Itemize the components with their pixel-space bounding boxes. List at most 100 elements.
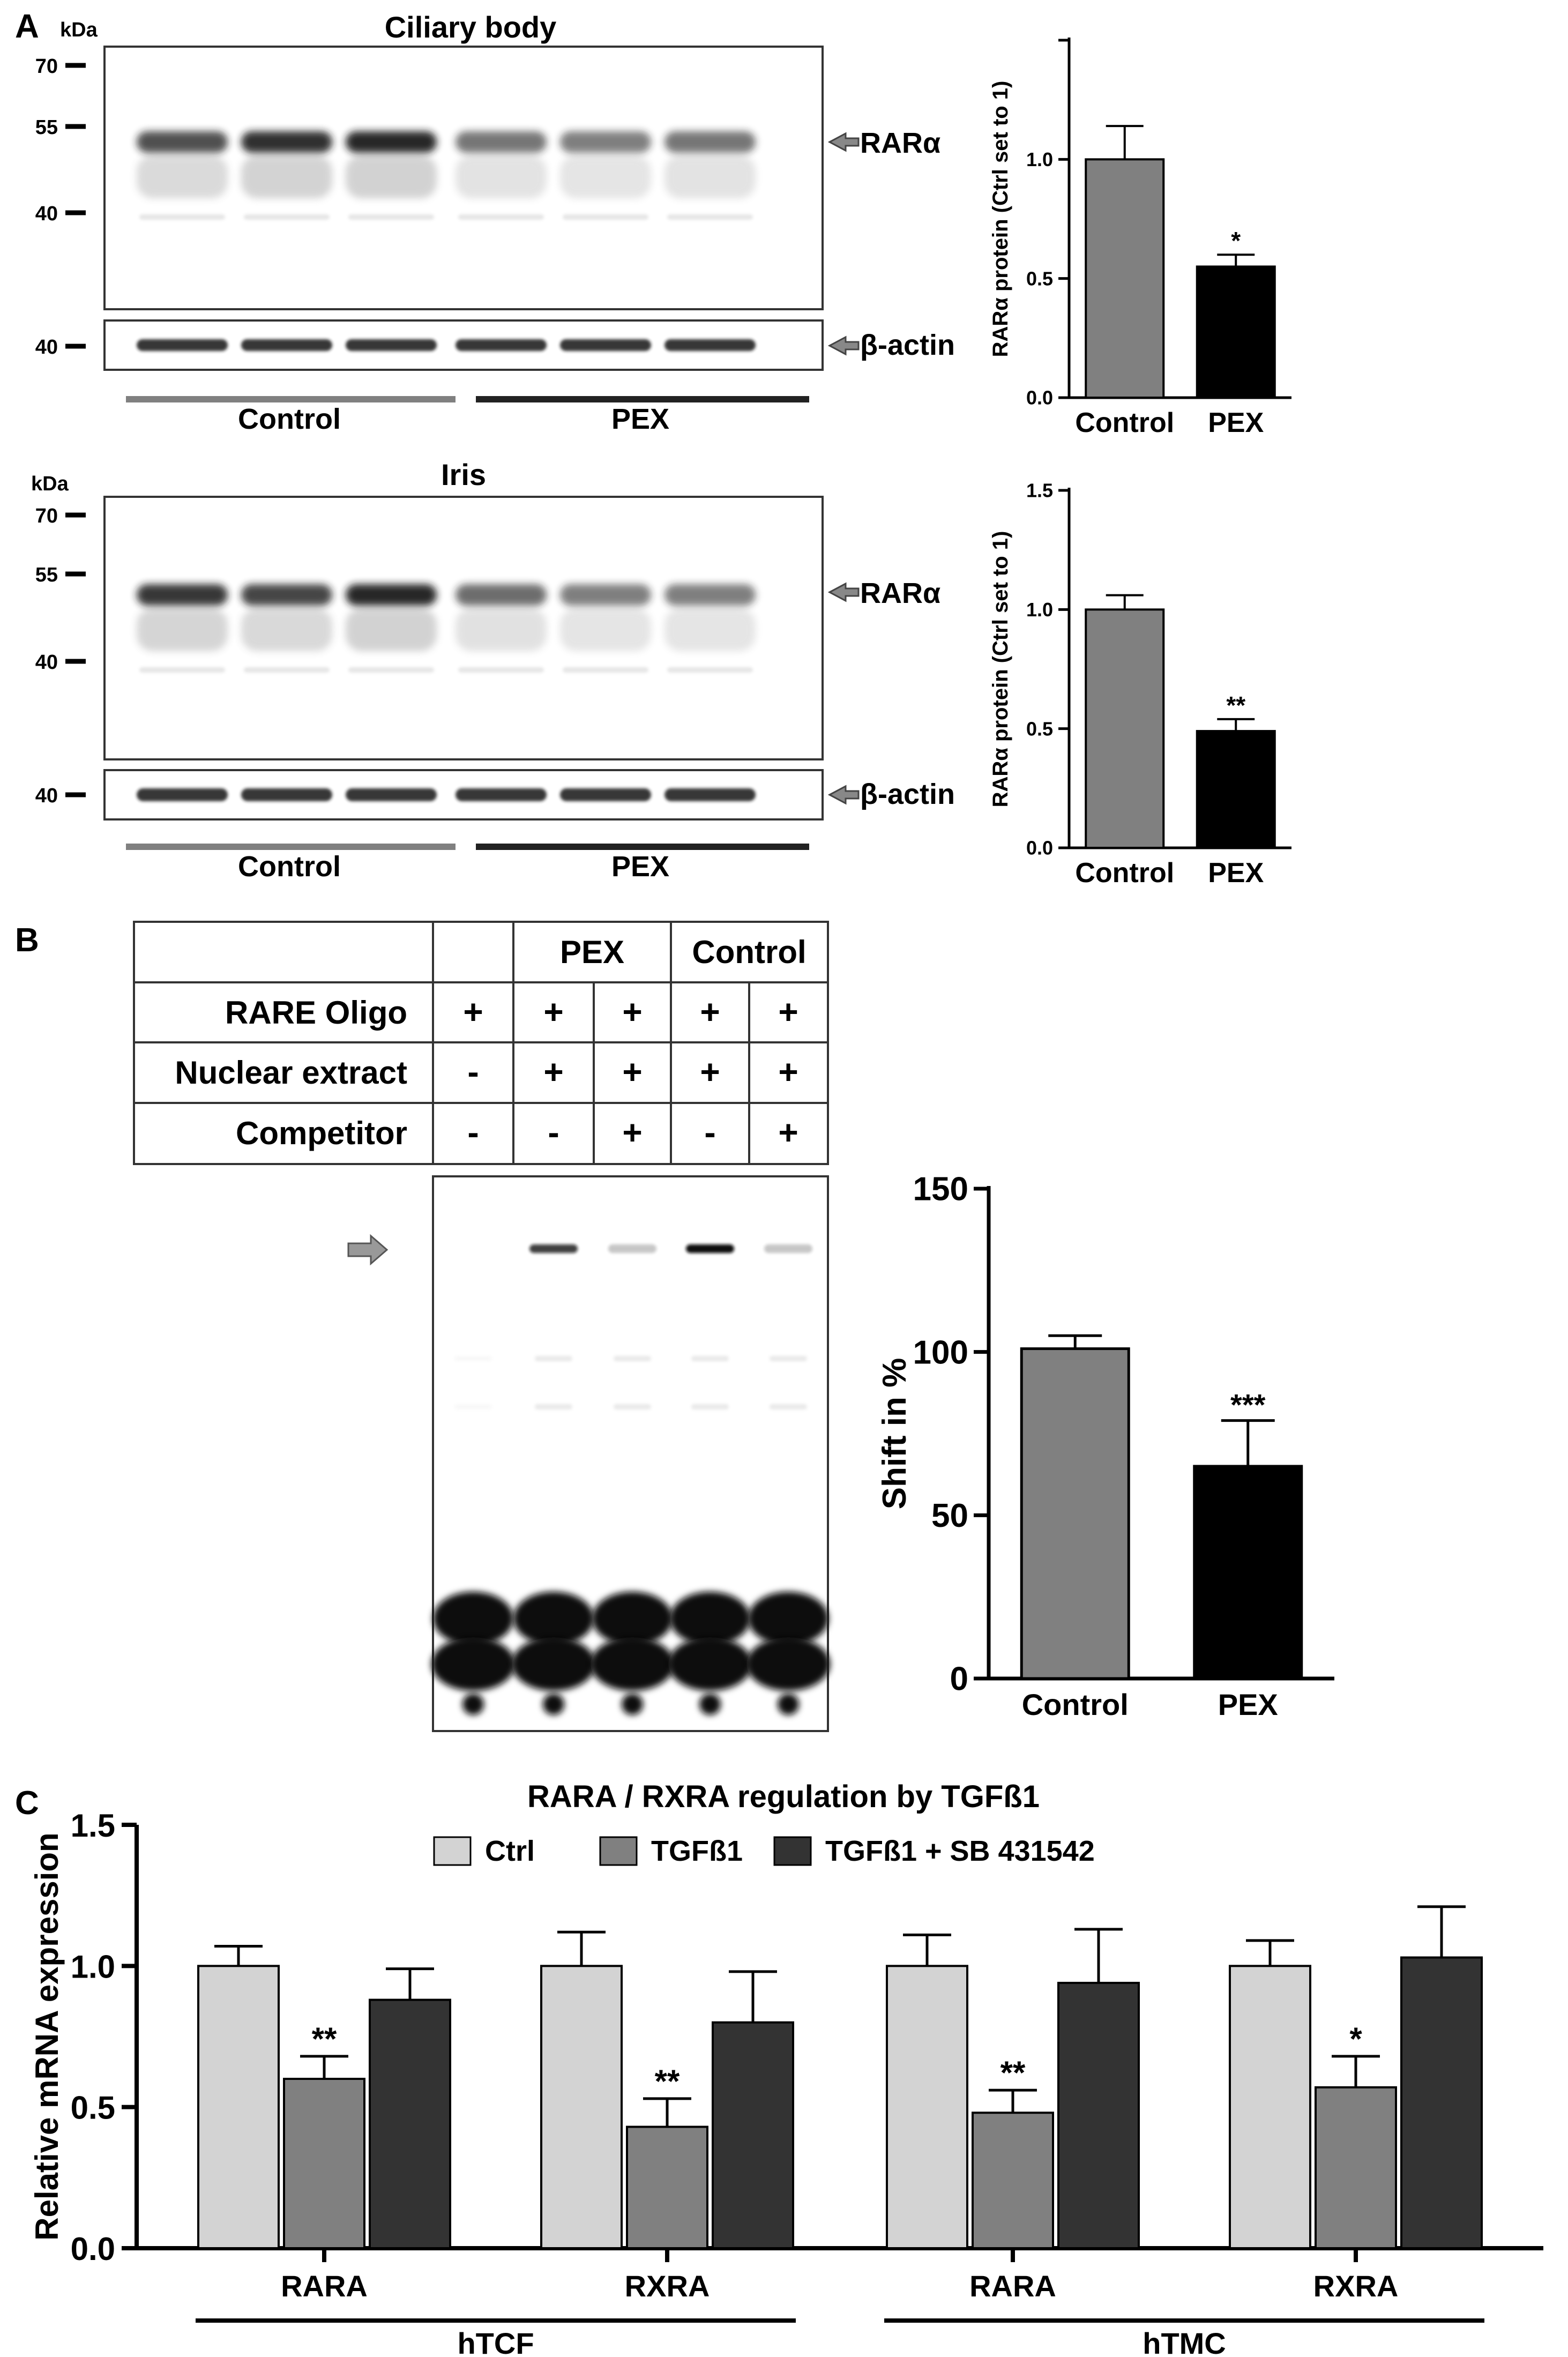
bar (972, 2112, 1054, 2249)
bar (1193, 1465, 1303, 1680)
legend-label: Ctrl (485, 1835, 535, 1867)
faint-band (454, 1356, 492, 1361)
table-cell: + (463, 993, 483, 1031)
kda-label: kDa (60, 19, 98, 41)
faint-band (458, 667, 544, 673)
faint-band (348, 214, 434, 220)
free-probe-band (670, 1592, 750, 1645)
legend-swatch (773, 1836, 812, 1866)
faint-band (614, 1404, 651, 1409)
y-tick-label: 0.0 (1026, 387, 1053, 409)
faint-band (770, 1404, 807, 1409)
x-category-label: Control (1022, 1688, 1129, 1721)
free-probe-tail (778, 1694, 799, 1715)
smear-band (346, 155, 437, 198)
bar (1400, 1956, 1483, 2250)
panel-label-c: C (15, 1785, 39, 1822)
bar (197, 1965, 280, 2249)
bar (369, 1998, 451, 2250)
rar-alpha-band (241, 131, 332, 153)
y-tick-label: 1.0 (71, 1949, 115, 1985)
faint-band (667, 667, 753, 673)
significance-label: * (1231, 227, 1241, 255)
smear-band (456, 608, 547, 651)
control-group-label: Control (238, 403, 341, 435)
free-probe-tail (543, 1694, 564, 1715)
faint-band (614, 1356, 651, 1361)
rar-alpha-band (560, 131, 651, 153)
free-probe-band (591, 1637, 674, 1691)
faint-band (770, 1356, 807, 1361)
smear-band (456, 155, 547, 198)
bar (1196, 265, 1276, 399)
mrna-expression-chart: RARA / RXRA regulation by TGFß1 Ctrl TGFß1… (29, 1779, 1543, 2357)
table-cell: - (467, 1113, 479, 1152)
x-category-label: RXRA (1313, 2269, 1399, 2303)
free-probe-band (431, 1637, 515, 1691)
emsa-shift-chart: 0 50 100 150 Control PEX *** Shift in % (876, 1171, 1334, 1721)
faint-band (454, 1404, 492, 1409)
table-cell: + (778, 1113, 798, 1152)
rar-alpha-band (560, 584, 651, 606)
arrow-icon (827, 785, 860, 805)
x-category-label: Control (1075, 857, 1174, 889)
rar-alpha-band (137, 131, 228, 153)
panel-label-a: A (15, 8, 39, 45)
bar (712, 2021, 794, 2250)
marker-55: 55 (35, 116, 58, 139)
rar-alpha-label: RARα (860, 127, 940, 159)
faint-band (691, 1356, 729, 1361)
x-category-label: RXRA (625, 2269, 710, 2303)
y-tick-label: 1.0 (1026, 599, 1053, 621)
free-probe-tail (622, 1694, 643, 1715)
actin-band (560, 339, 651, 351)
smear-band (560, 155, 651, 198)
faint-band (691, 1404, 729, 1409)
significance-label: ** (655, 2063, 680, 2099)
marker-40: 40 (35, 203, 58, 225)
smear-band (346, 608, 437, 651)
x-category-label: PEX (1218, 1688, 1278, 1721)
shift-arrow-icon (347, 1234, 389, 1266)
actin-band (137, 339, 228, 351)
actin-band (346, 788, 437, 801)
actin-label: β-actin (860, 329, 955, 361)
arrow-icon (827, 582, 860, 602)
smear-band (664, 608, 756, 651)
row-label-rare-oligo: RARE Oligo (225, 995, 407, 1031)
free-probe-band (433, 1592, 513, 1645)
actin-band (137, 788, 228, 801)
table-cell: + (778, 1053, 798, 1091)
bar (1020, 1347, 1130, 1680)
actin-band (456, 788, 547, 801)
y-tick-label: 1.5 (71, 1808, 115, 1844)
y-tick-label: 50 (931, 1497, 968, 1534)
shift-band (686, 1244, 734, 1253)
actin-band (241, 788, 332, 801)
y-tick-label: 0.5 (1026, 267, 1053, 289)
rar-alpha-band (346, 131, 437, 153)
table-cell: + (622, 1113, 642, 1152)
actin-band (664, 788, 756, 801)
x-category-label: Control (1075, 407, 1174, 438)
bar (1196, 730, 1276, 849)
shift-band (529, 1244, 578, 1253)
faint-band (563, 667, 648, 673)
faint-band (535, 1404, 572, 1409)
x-category-label: PEX (1208, 857, 1264, 889)
bar (1085, 158, 1165, 399)
actin-band (560, 788, 651, 801)
bar (1057, 1981, 1140, 2250)
emsa-gel (347, 1175, 830, 1732)
table-cell: + (700, 1053, 720, 1091)
x-category-label: PEX (1208, 407, 1264, 438)
bar (626, 2125, 708, 2250)
free-probe-tail (699, 1694, 721, 1715)
bar (1229, 1965, 1311, 2249)
actin-band (664, 339, 756, 351)
table-cell: + (700, 993, 720, 1031)
faint-band (667, 214, 753, 220)
table-cell: + (543, 993, 563, 1031)
bar (283, 2078, 365, 2249)
